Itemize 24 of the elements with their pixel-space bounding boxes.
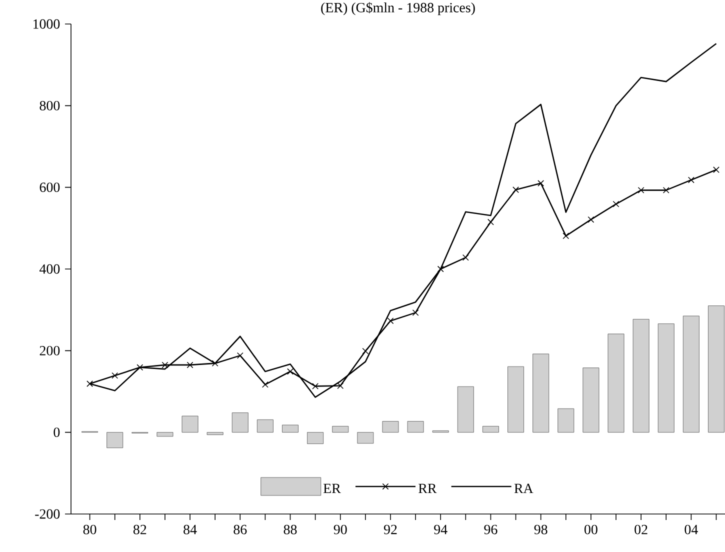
x-tick-label: 90 (334, 524, 347, 534)
x-tick-label: 98 (534, 524, 548, 534)
x-tick-label: 92 (384, 524, 397, 534)
x-tick-label: 84 (184, 524, 197, 534)
y-tick-label: 200 (40, 346, 60, 356)
x-tick-label: 80 (83, 524, 96, 534)
chart-title: (ER) (G$mln - 1988 prices) (321, 2, 475, 16)
y-tick-label: 0 (54, 428, 60, 438)
legend-label: RA (514, 484, 534, 494)
y-tick-label: 800 (40, 100, 60, 110)
x-tick-label: 86 (234, 524, 247, 534)
y-tick-label: -200 (35, 509, 60, 519)
x-tick-label: 94 (434, 524, 448, 534)
legend-label: RR (418, 484, 437, 493)
y-tick-label: 1000 (33, 19, 60, 29)
x-tick-label: 04 (684, 524, 698, 534)
y-tick-label: 400 (40, 264, 60, 274)
x-tick-label: 00 (584, 524, 598, 534)
x-tick-label: 82 (133, 524, 146, 534)
y-tick-label: 600 (40, 182, 60, 192)
x-tick-label: 96 (484, 524, 498, 534)
legend-label: ER (323, 484, 341, 493)
x-tick-label: 88 (284, 524, 297, 534)
x-tick-label: 02 (634, 524, 648, 534)
